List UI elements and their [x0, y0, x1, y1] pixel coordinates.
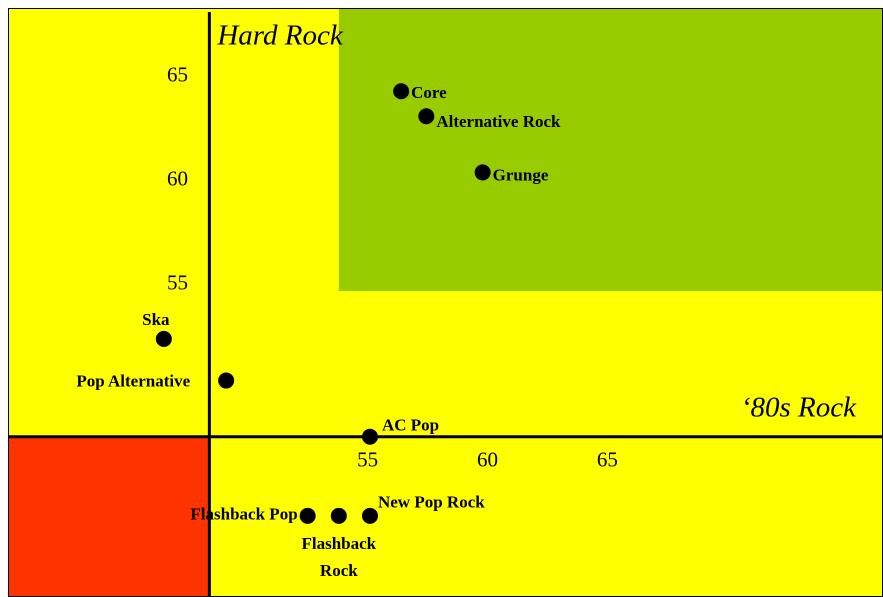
x-tick-label: 55	[357, 448, 378, 472]
point-label: New Pop Rock	[378, 493, 485, 512]
point-label: Flashback Pop	[190, 505, 297, 524]
x-tick-label: 65	[597, 448, 618, 472]
point	[393, 83, 410, 100]
point	[155, 330, 172, 347]
point-label: Ska	[142, 310, 170, 329]
y-axis-label: Hard Rock	[216, 20, 343, 52]
point	[361, 507, 378, 524]
region	[338, 8, 883, 292]
point	[418, 108, 435, 125]
point-label: Grunge	[493, 165, 549, 184]
y-tick-label: 60	[167, 167, 188, 191]
point	[474, 164, 491, 181]
x-tick-label: 60	[477, 448, 498, 472]
point	[218, 372, 235, 389]
x-axis-label: ‘80s Rock	[741, 391, 857, 423]
point-label: Alternative Rock	[436, 112, 561, 131]
point-label: Core	[411, 83, 447, 102]
region	[8, 436, 210, 597]
point-label-box: Flashback Rock	[301, 533, 377, 580]
y-tick-label: 65	[167, 62, 188, 86]
point-label: AC Pop	[382, 416, 439, 435]
y-tick-label: 55	[167, 271, 188, 295]
point	[361, 428, 378, 445]
point-label: Flashback Rock	[301, 533, 377, 580]
point-label: Pop Alternative	[76, 371, 190, 390]
point	[299, 507, 316, 524]
point	[330, 507, 347, 524]
